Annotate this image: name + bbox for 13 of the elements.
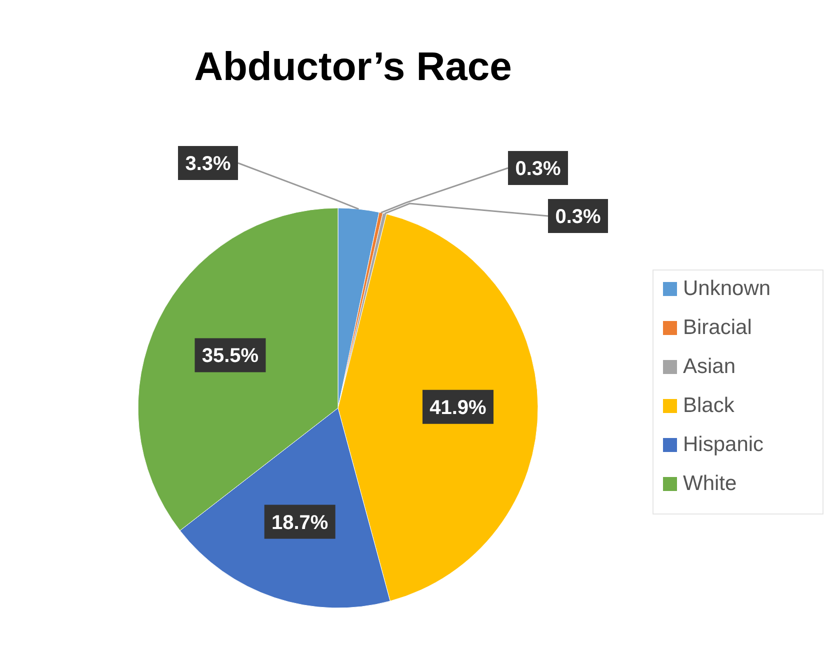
legend-label: Hispanic: [683, 433, 764, 456]
data-label: 3.3%: [185, 153, 232, 175]
data-label: 0.3%: [515, 158, 562, 180]
data-label: 41.9%: [430, 396, 487, 419]
data-label: 18.7%: [271, 512, 328, 534]
legend-label: White: [683, 472, 737, 495]
legend-label: Unknown: [683, 277, 771, 300]
legend-label: Asian: [683, 355, 736, 378]
data-label: 0.3%: [555, 206, 602, 228]
legend-label: Black: [683, 394, 735, 417]
legend-label: Biracial: [683, 316, 752, 339]
data-label: 35.5%: [202, 345, 259, 368]
chart-title: Abductor’s Race: [194, 45, 512, 89]
